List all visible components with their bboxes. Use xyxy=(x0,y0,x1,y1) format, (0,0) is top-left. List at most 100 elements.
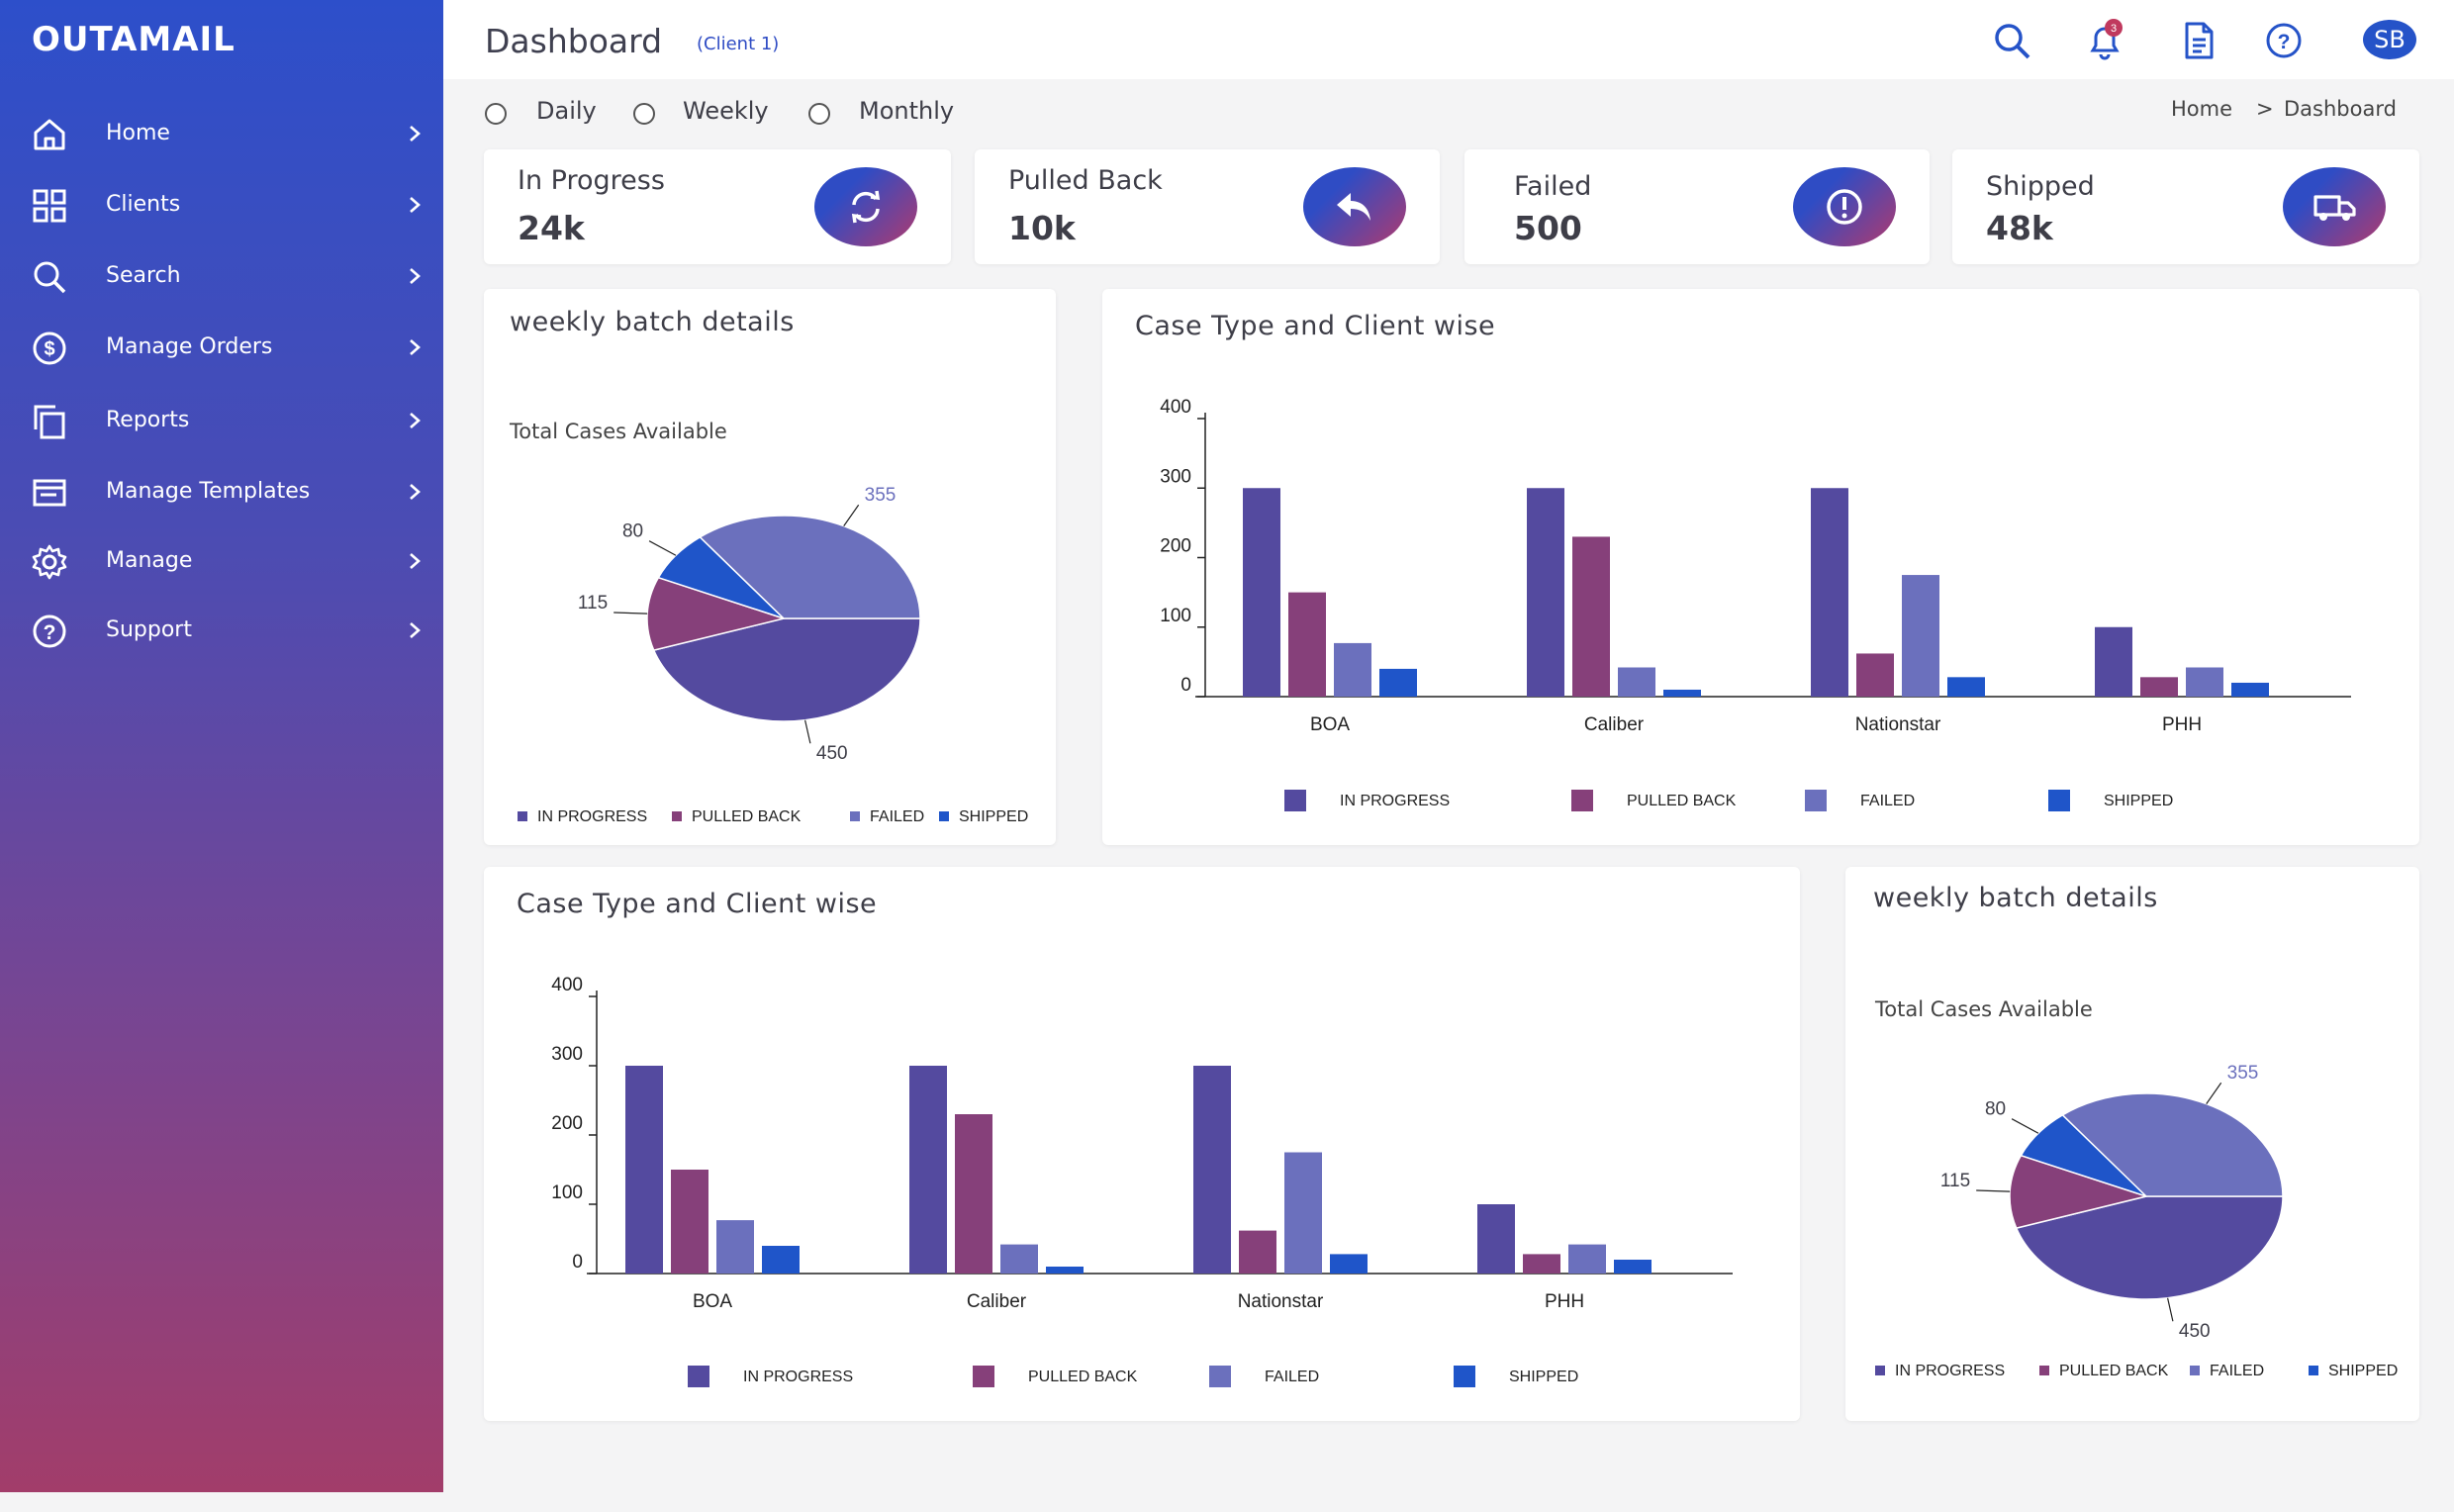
stat-label: Shipped xyxy=(1986,171,2095,202)
sidebar-item-label: Reports xyxy=(106,407,190,432)
sidebar-item-support[interactable]: ? Support xyxy=(0,600,443,659)
avatar[interactable]: SB xyxy=(2363,20,2416,59)
y-tick-label: 300 xyxy=(1160,466,1191,487)
stat-card-shipped[interactable]: Shipped 48k xyxy=(1952,149,2419,264)
sidebar-item-label: Support xyxy=(106,616,192,642)
legend-swatch xyxy=(1209,1366,1231,1387)
legend-swatch xyxy=(518,811,527,821)
top-bar xyxy=(443,0,2454,79)
y-tick-label: 400 xyxy=(1160,397,1191,418)
bar xyxy=(2231,682,2269,697)
bar xyxy=(1379,668,1417,697)
card-title: Case Type and Client wise xyxy=(1135,311,1496,341)
sidebar-item-label: Manage xyxy=(106,547,193,573)
sidebar-item-search[interactable]: Search xyxy=(0,245,443,305)
chevron-right-icon xyxy=(410,413,421,428)
pie-slice xyxy=(2061,1092,2284,1197)
legend-label: FAILED xyxy=(1265,1369,1319,1385)
bar xyxy=(2140,677,2178,697)
bar-card-case-type-2: Case Type and Client wise 0 100 200 300 400 B… xyxy=(484,867,1800,1421)
sidebar-item-label: Clients xyxy=(106,191,181,217)
bar xyxy=(625,1066,663,1274)
bar xyxy=(1902,575,1939,697)
radio-monthly[interactable] xyxy=(808,103,830,125)
breadcrumb-home[interactable]: Home xyxy=(2171,97,2233,121)
breadcrumb-separator: > xyxy=(2256,97,2274,121)
pie-leader-line xyxy=(2011,1118,2039,1134)
bar xyxy=(1618,667,1655,697)
pie-slice-label: 80 xyxy=(1985,1099,2006,1120)
pie-slice-label: 355 xyxy=(2227,1063,2259,1084)
bar xyxy=(1477,1204,1515,1274)
y-tick-label: 0 xyxy=(572,1252,583,1273)
svg-text:$: $ xyxy=(44,338,54,360)
bar xyxy=(1288,592,1326,697)
y-tick-label: 300 xyxy=(551,1044,583,1065)
x-tick-label: BOA xyxy=(1310,714,1350,735)
sidebar-item-label: Manage Templates xyxy=(106,478,311,504)
legend-swatch xyxy=(973,1366,994,1387)
sidebar-item-manage-orders[interactable]: $ Manage Orders xyxy=(0,317,443,376)
dollar-icon: $ xyxy=(33,331,66,365)
sidebar-item-manage[interactable]: Manage xyxy=(0,530,443,590)
legend-swatch xyxy=(688,1366,709,1387)
bar xyxy=(1243,488,1280,697)
y-tick-label: 100 xyxy=(551,1182,583,1203)
home-icon xyxy=(34,119,65,150)
bar xyxy=(955,1114,992,1274)
stat-value: 500 xyxy=(1514,209,1582,247)
pie-leader-line xyxy=(648,540,677,556)
sidebar-item-clients[interactable]: Clients xyxy=(0,174,443,234)
pie-chart: 450 115 80 355 IN PROGRESS PULLED BACK FAILED S… xyxy=(518,485,1028,825)
stat-card-failed[interactable]: Failed 500 xyxy=(1464,149,1930,264)
template-icon xyxy=(33,479,66,507)
filter-label-daily: Daily xyxy=(536,97,597,125)
pie-chart: 450 115 80 355 IN PROGRESS PULLED BACK FAILED S… xyxy=(1875,1063,2398,1379)
x-tick-label: PHH xyxy=(1545,1291,1584,1312)
pie-slice-label: 115 xyxy=(578,593,608,614)
bar xyxy=(1947,677,1985,697)
search-icon[interactable] xyxy=(1991,20,2032,61)
card-title: weekly batch details xyxy=(1873,883,2158,913)
chevron-right-icon xyxy=(410,197,421,213)
document-icon[interactable] xyxy=(2178,20,2219,61)
sidebar-item-label: Manage Orders xyxy=(106,333,273,359)
legend-swatch xyxy=(1875,1366,1885,1375)
bar-card-case-type: Case Type and Client wise 0 100 200 300 400 B… xyxy=(1102,289,2419,845)
sidebar-item-manage-templates[interactable]: Manage Templates xyxy=(0,461,443,520)
pie-slice-label: 80 xyxy=(622,521,643,542)
bar xyxy=(762,1246,800,1274)
pie-slice xyxy=(699,515,921,619)
bar xyxy=(1334,642,1371,697)
chevron-right-icon xyxy=(410,484,421,500)
brand-logo[interactable]: OUTAMAIL xyxy=(32,20,236,59)
bar xyxy=(1614,1260,1652,1274)
pie-slice-label: 450 xyxy=(2179,1321,2211,1342)
pie-leader-line xyxy=(1976,1189,2011,1192)
breadcrumb-current: Dashboard xyxy=(2284,97,2397,121)
bar xyxy=(1239,1230,1276,1274)
legend-label: SHIPPED xyxy=(1509,1369,1578,1385)
sidebar-item-reports[interactable]: Reports xyxy=(0,390,443,449)
pie-leader-line xyxy=(614,612,648,614)
stat-value: 48k xyxy=(1986,209,2053,247)
help-icon[interactable]: ? xyxy=(2263,20,2305,61)
card-title: weekly batch details xyxy=(510,307,795,337)
bar xyxy=(2186,667,2223,697)
stat-card-in-progress[interactable]: In Progress 24k xyxy=(484,149,951,264)
radio-weekly[interactable] xyxy=(633,103,655,125)
alert-icon xyxy=(1793,167,1896,246)
card-subtitle: Total Cases Available xyxy=(510,420,727,443)
stat-card-pulled-back[interactable]: Pulled Back 10k xyxy=(975,149,1440,264)
radio-daily[interactable] xyxy=(485,103,507,125)
legend-label: PULLED BACK xyxy=(1028,1369,1138,1385)
legend-label: SHIPPED xyxy=(959,808,1028,825)
legend-swatch xyxy=(2309,1366,2318,1375)
stat-label: Failed xyxy=(1514,171,1592,202)
pie-slice xyxy=(2009,1154,2149,1230)
bar xyxy=(1284,1152,1322,1274)
legend-label: PULLED BACK xyxy=(2059,1363,2169,1379)
x-tick-label: Nationstar xyxy=(1855,714,1941,735)
sidebar-item-home[interactable]: Home xyxy=(0,103,443,162)
svg-text:3: 3 xyxy=(2111,23,2117,35)
